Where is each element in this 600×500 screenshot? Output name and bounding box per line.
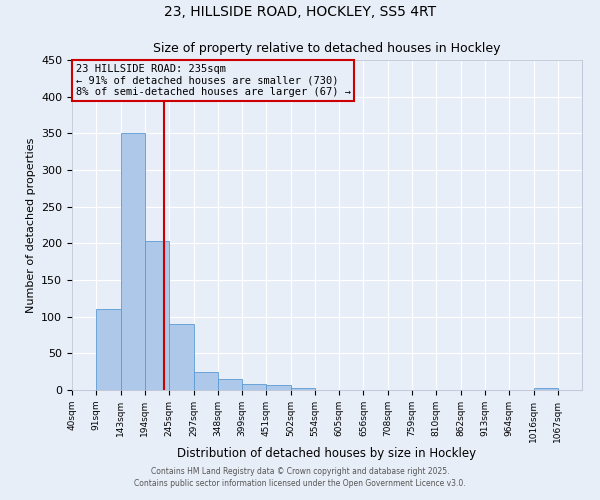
Bar bbox=[169, 324, 194, 390]
Y-axis label: Number of detached properties: Number of detached properties bbox=[26, 138, 35, 312]
Title: Size of property relative to detached houses in Hockley: Size of property relative to detached ho… bbox=[153, 42, 501, 54]
Bar bbox=[121, 134, 145, 390]
Bar bbox=[96, 310, 121, 390]
Bar bbox=[218, 379, 242, 390]
Bar bbox=[290, 388, 315, 390]
Text: 23 HILLSIDE ROAD: 235sqm
← 91% of detached houses are smaller (730)
8% of semi-d: 23 HILLSIDE ROAD: 235sqm ← 91% of detach… bbox=[76, 64, 351, 97]
Bar bbox=[194, 372, 218, 390]
Bar bbox=[266, 385, 290, 390]
Bar bbox=[145, 241, 169, 390]
Text: 23, HILLSIDE ROAD, HOCKLEY, SS5 4RT: 23, HILLSIDE ROAD, HOCKLEY, SS5 4RT bbox=[164, 5, 436, 19]
Bar bbox=[242, 384, 266, 390]
Bar bbox=[534, 388, 558, 390]
X-axis label: Distribution of detached houses by size in Hockley: Distribution of detached houses by size … bbox=[178, 448, 476, 460]
Text: Contains HM Land Registry data © Crown copyright and database right 2025.
Contai: Contains HM Land Registry data © Crown c… bbox=[134, 466, 466, 487]
